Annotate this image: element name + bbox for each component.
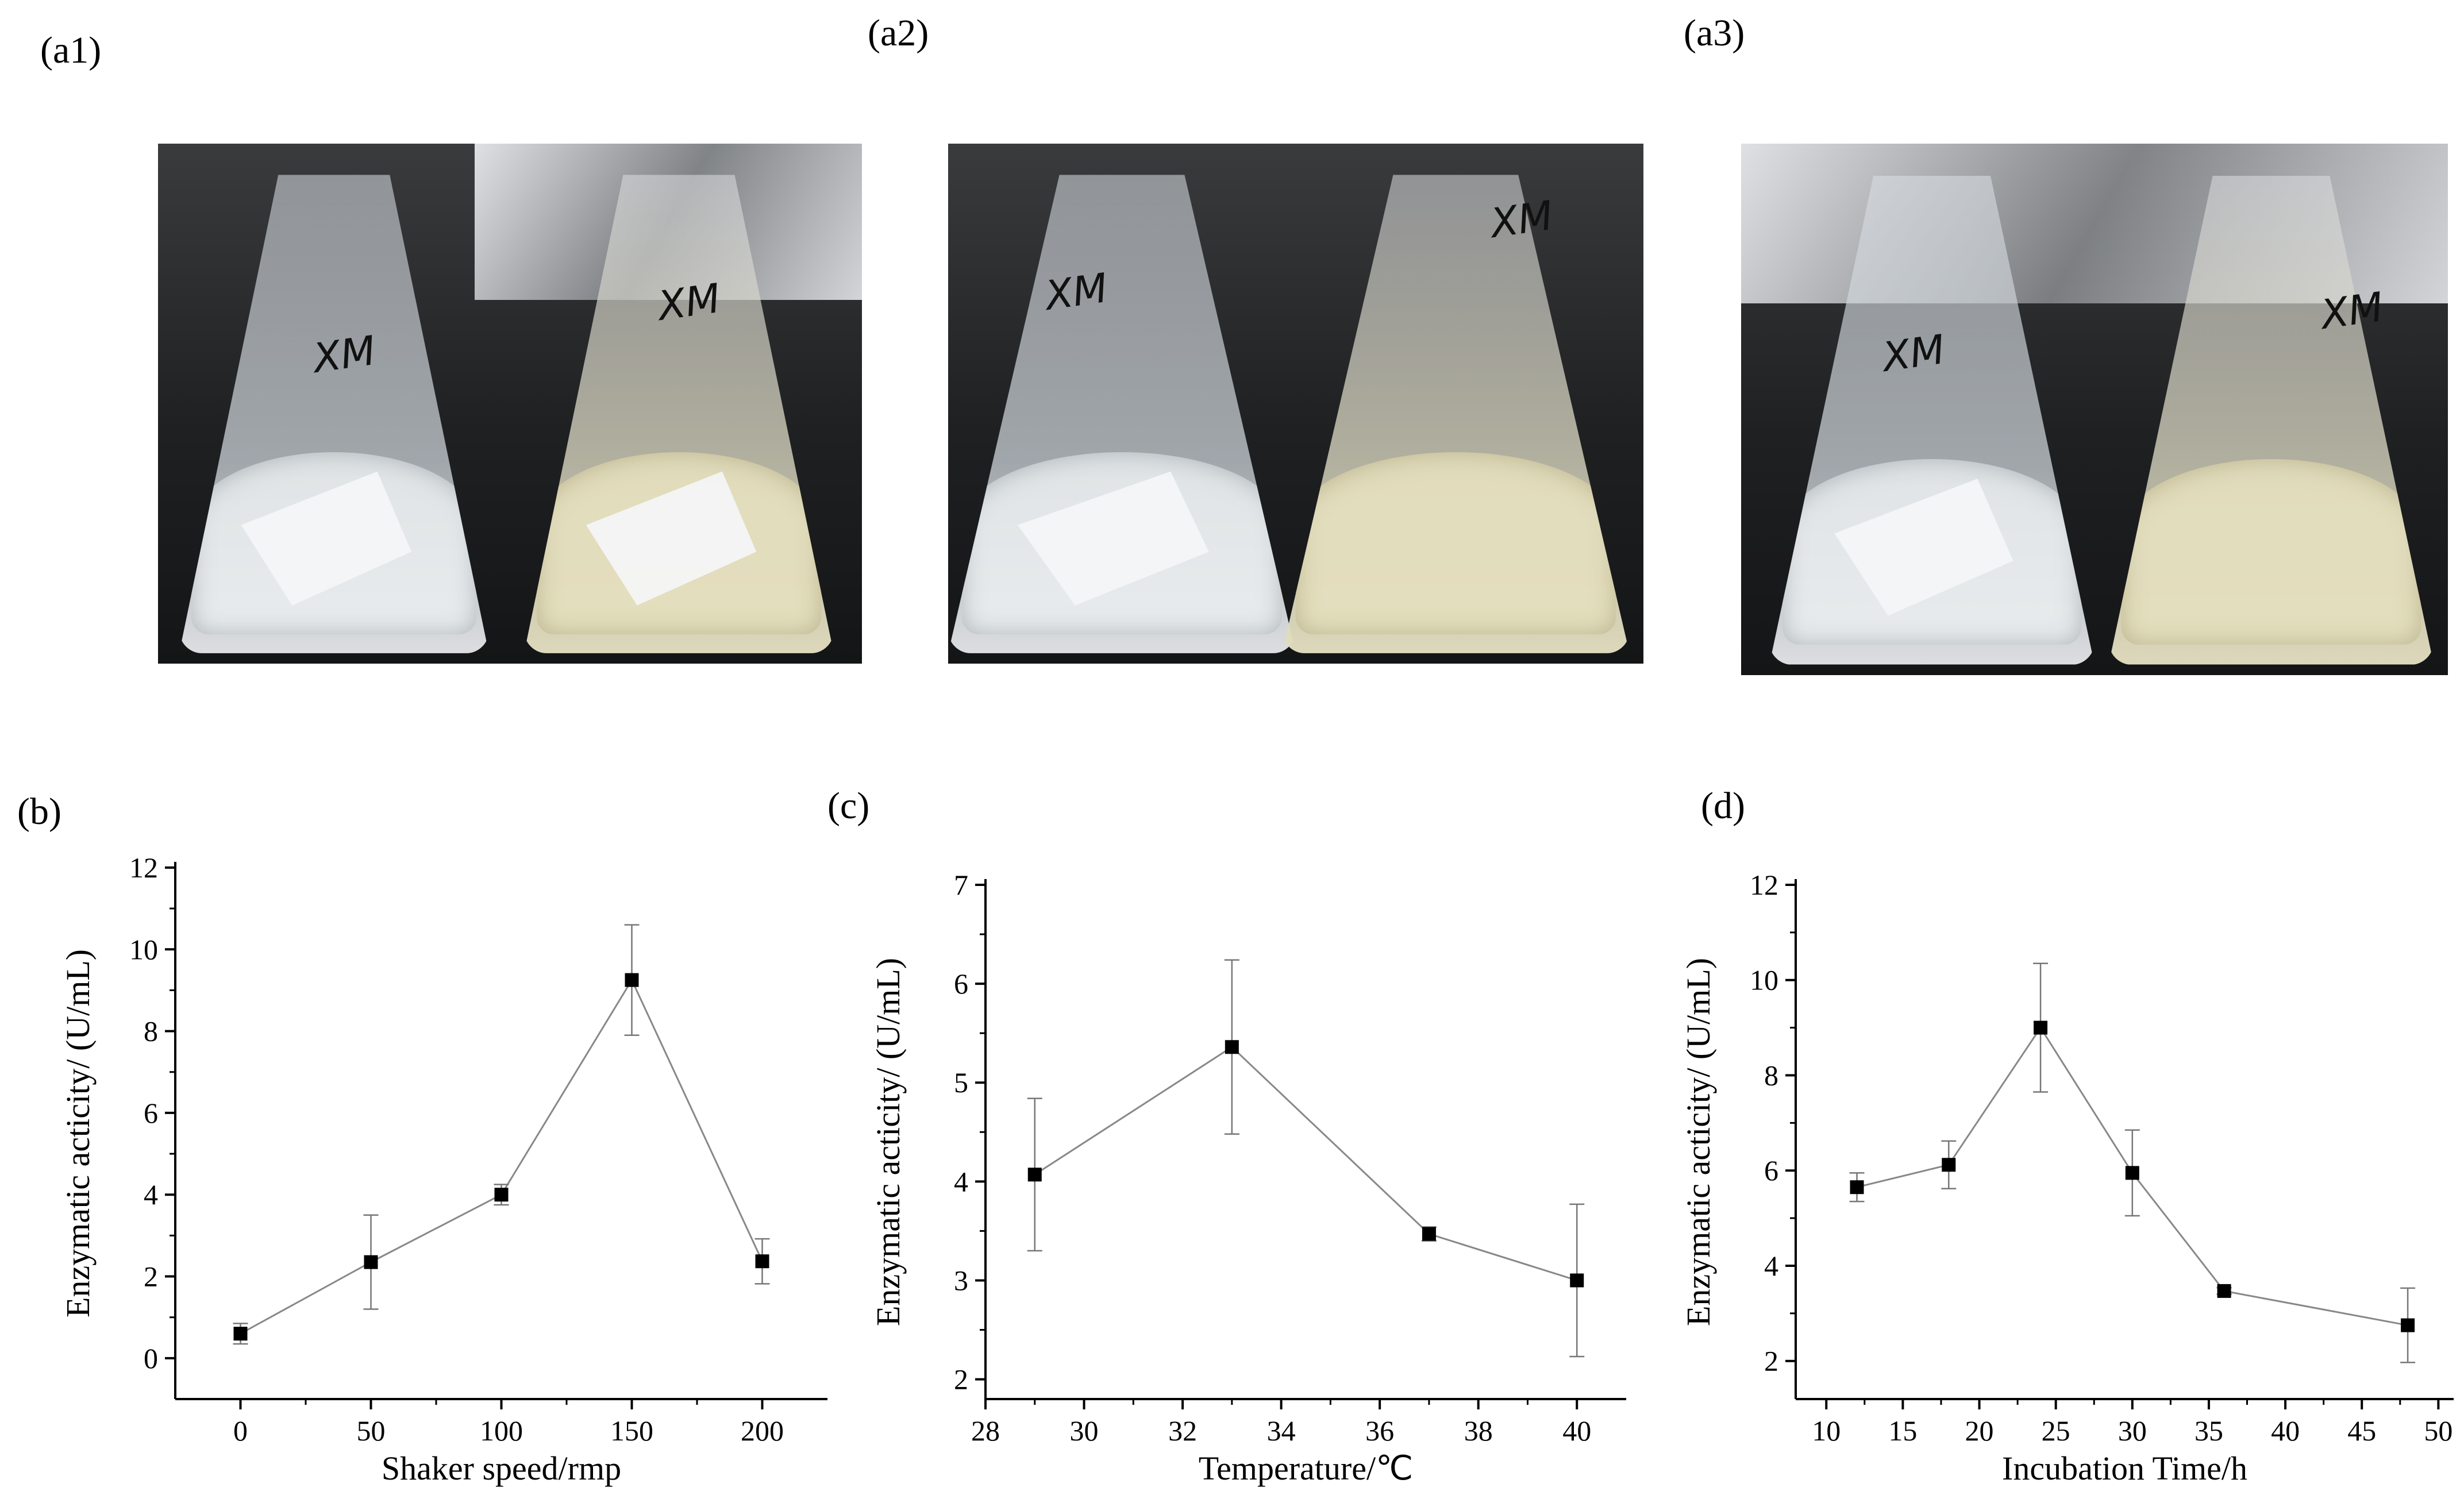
x-tick-label: 38 — [1464, 1415, 1493, 1447]
flask-mark: XM — [1487, 191, 1556, 247]
chart-d: 2 4 6 8 10 12 10 15 20 25 30 35 40 45 50 Incubation Tim… — [1655, 833, 2459, 1491]
panel-label-b: (b) — [17, 791, 61, 833]
data-point — [1225, 1040, 1239, 1054]
y-tick-label: 6 — [954, 968, 968, 1000]
y-tick-label: 6 — [144, 1097, 158, 1129]
chart-b: 0 2 4 6 8 10 12 0 50 100 150 200 Shaker speed/rmp Enz… — [0, 833, 833, 1491]
y-tick-label: 2 — [954, 1363, 968, 1396]
y-tick-label: 12 — [129, 852, 158, 884]
series-line — [240, 978, 763, 1335]
data-point — [494, 1188, 509, 1202]
panel-label-a1: (a1) — [40, 29, 102, 71]
x-tick-label: 28 — [971, 1415, 1000, 1447]
y-tick-label: 8 — [144, 1015, 158, 1047]
data-point — [1850, 1180, 1864, 1195]
x-tick-label: 10 — [1812, 1415, 1841, 1447]
x-tick-label: 35 — [2194, 1415, 2223, 1447]
panel-label-d: (d) — [1701, 785, 1745, 827]
y-axis-title: Enzymatic acticity/ (U/mL) — [869, 958, 907, 1326]
y-tick-label: 6 — [1764, 1154, 1778, 1186]
x-tick-label: 40 — [1562, 1415, 1591, 1447]
y-tick-label: 2 — [1764, 1345, 1778, 1377]
x-axis-title: Shaker speed/rmp — [382, 1450, 621, 1487]
x-tick-label: 0 — [233, 1415, 248, 1447]
data-point — [1027, 1168, 1042, 1182]
panel-label-c: (c) — [827, 785, 870, 827]
y-tick-label: 7 — [954, 869, 968, 901]
y-tick-label: 4 — [144, 1178, 158, 1211]
panel-label-a3: (a3) — [1684, 12, 1745, 54]
x-tick-label: 150 — [610, 1415, 653, 1447]
flask-mark: XM — [1879, 325, 1948, 381]
data-point — [625, 973, 639, 987]
x-axis-title: Incubation Time/h — [2002, 1450, 2247, 1487]
photo-a2: XM XM — [948, 144, 1643, 664]
flask-mark: XM — [654, 275, 723, 330]
x-tick-label: 30 — [1070, 1415, 1099, 1447]
chart-b-svg: 0 2 4 6 8 10 12 0 50 100 150 200 Shaker speed/rmp Enz… — [59, 852, 827, 1487]
data-point — [2401, 1318, 2415, 1332]
data-point — [2034, 1020, 2048, 1035]
chart-d-svg: 2 4 6 8 10 12 10 15 20 25 30 35 40 45 50 Incubation Tim… — [1680, 869, 2454, 1487]
data-point — [1570, 1273, 1584, 1288]
y-tick-label: 0 — [144, 1342, 158, 1374]
x-tick-label: 20 — [1965, 1415, 1994, 1447]
flask-mark: XM — [2317, 283, 2386, 338]
data-point — [755, 1254, 769, 1269]
liquid-turbid — [2122, 459, 2421, 645]
panel-label-a2: (a2) — [868, 12, 929, 54]
data-point — [1942, 1158, 1956, 1172]
x-tick-label: 50 — [357, 1415, 386, 1447]
y-tick-label: 10 — [129, 933, 158, 965]
flask-clear — [179, 175, 489, 653]
data-point — [364, 1255, 378, 1269]
x-tick-label: 36 — [1365, 1415, 1394, 1447]
data-point — [2217, 1284, 2231, 1298]
x-tick-label: 32 — [1168, 1415, 1197, 1447]
series-line — [1034, 1046, 1577, 1281]
flask-mark: XM — [310, 326, 379, 382]
x-tick-label: 50 — [2424, 1415, 2453, 1447]
y-tick-label: 10 — [1750, 964, 1778, 996]
data-point — [2125, 1166, 2139, 1180]
y-tick-label: 4 — [1764, 1250, 1778, 1282]
y-axis-title: Enzymatic acticity/ (U/mL) — [1680, 958, 1717, 1326]
x-tick-label: 30 — [2118, 1415, 2147, 1447]
y-tick-label: 12 — [1750, 869, 1778, 901]
photo-a3: XM XM — [1741, 144, 2448, 675]
photo-a1: XM XM — [158, 144, 862, 664]
y-tick-label: 4 — [954, 1165, 968, 1197]
liquid-turbid — [1295, 452, 1616, 634]
y-tick-label: 5 — [954, 1066, 968, 1099]
x-tick-label: 25 — [2042, 1415, 2070, 1447]
x-tick-label: 100 — [480, 1415, 523, 1447]
data-point — [1422, 1227, 1436, 1241]
data-point — [233, 1327, 248, 1341]
series-line — [1857, 1026, 2408, 1327]
y-tick-label: 2 — [144, 1261, 158, 1293]
flask-mark: XM — [1042, 264, 1111, 320]
flask-turbid — [1281, 175, 1630, 653]
y-tick-label: 8 — [1764, 1059, 1778, 1091]
x-tick-label: 45 — [2347, 1415, 2376, 1447]
flask-clear — [948, 175, 1296, 653]
y-axis-title: Enzymatic acticity/ (U/mL) — [59, 949, 97, 1317]
chart-c: 2 3 4 5 6 7 28 30 32 34 36 38 40 Temperature/℃ Enzymat… — [822, 833, 1643, 1491]
x-tick-label: 15 — [1888, 1415, 1917, 1447]
x-axis-title: Temperature/℃ — [1199, 1450, 1413, 1487]
y-tick-label: 3 — [954, 1264, 968, 1296]
x-tick-label: 40 — [2271, 1415, 2300, 1447]
x-tick-label: 34 — [1267, 1415, 1296, 1447]
x-tick-label: 200 — [741, 1415, 784, 1447]
